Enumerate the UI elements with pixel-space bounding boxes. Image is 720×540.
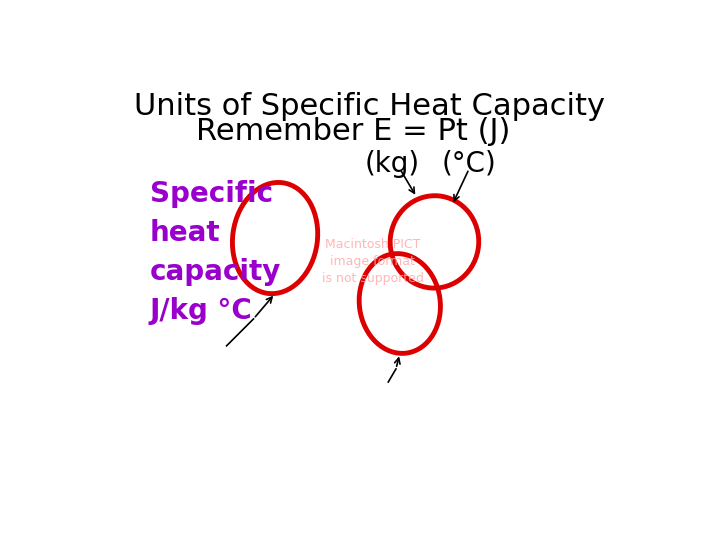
Text: Macintosh PICT
image format
is not supported: Macintosh PICT image format is not suppo… xyxy=(322,238,424,285)
Text: (°C): (°C) xyxy=(442,150,497,178)
Text: Units of Specific Heat Capacity: Units of Specific Heat Capacity xyxy=(133,92,605,121)
Text: Remember E = Pt (J): Remember E = Pt (J) xyxy=(197,117,510,146)
Text: (kg): (kg) xyxy=(364,150,420,178)
Text: Specific
heat
capacity
J/kg °C: Specific heat capacity J/kg °C xyxy=(150,180,281,325)
